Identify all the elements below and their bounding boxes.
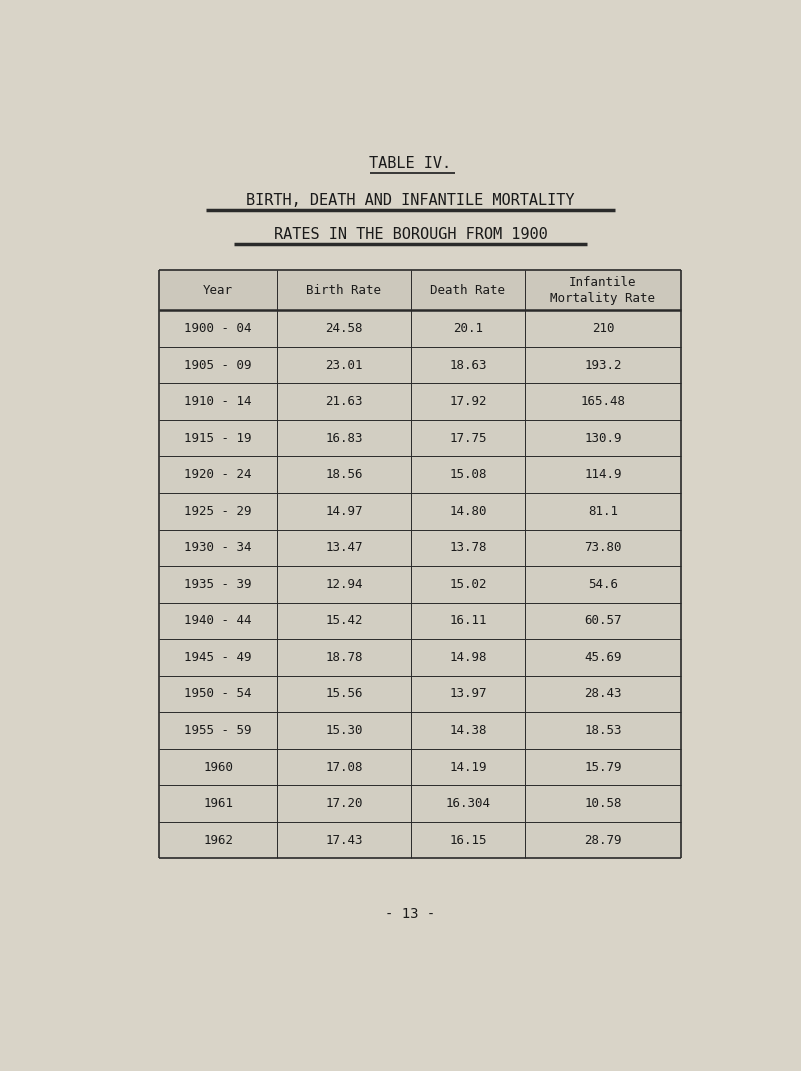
Text: BIRTH, DEATH AND INFANTILE MORTALITY: BIRTH, DEATH AND INFANTILE MORTALITY — [246, 193, 575, 208]
Text: 1940 - 44: 1940 - 44 — [184, 615, 252, 628]
Text: 23.01: 23.01 — [325, 359, 363, 372]
Text: 17.75: 17.75 — [449, 432, 487, 444]
Text: 1925 - 29: 1925 - 29 — [184, 504, 252, 517]
Text: TABLE IV.: TABLE IV. — [369, 155, 452, 170]
Text: 210: 210 — [592, 322, 614, 335]
Text: 1910 - 14: 1910 - 14 — [184, 395, 252, 408]
Text: 1935 - 39: 1935 - 39 — [184, 578, 252, 591]
Text: 16.304: 16.304 — [445, 797, 490, 810]
Text: 14.19: 14.19 — [449, 760, 487, 773]
Text: 1930 - 34: 1930 - 34 — [184, 541, 252, 555]
Text: 24.58: 24.58 — [325, 322, 363, 335]
Text: Death Rate: Death Rate — [430, 284, 505, 297]
Text: 81.1: 81.1 — [588, 504, 618, 517]
Text: 15.56: 15.56 — [325, 688, 363, 700]
Text: Infantile
Mortality Rate: Infantile Mortality Rate — [550, 276, 655, 305]
Text: 17.08: 17.08 — [325, 760, 363, 773]
Text: 16.83: 16.83 — [325, 432, 363, 444]
Text: Birth Rate: Birth Rate — [306, 284, 381, 297]
Text: RATES IN THE BOROUGH FROM 1900: RATES IN THE BOROUGH FROM 1900 — [274, 227, 547, 242]
Text: 45.69: 45.69 — [584, 651, 622, 664]
Text: 1945 - 49: 1945 - 49 — [184, 651, 252, 664]
Text: 14.98: 14.98 — [449, 651, 487, 664]
Text: 1962: 1962 — [203, 833, 233, 846]
Text: 13.97: 13.97 — [449, 688, 487, 700]
Bar — [159, 270, 681, 858]
Text: 165.48: 165.48 — [581, 395, 626, 408]
Text: 17.43: 17.43 — [325, 833, 363, 846]
Text: 54.6: 54.6 — [588, 578, 618, 591]
Text: 13.78: 13.78 — [449, 541, 487, 555]
Text: 21.63: 21.63 — [325, 395, 363, 408]
Text: 15.02: 15.02 — [449, 578, 487, 591]
Text: 20.1: 20.1 — [453, 322, 483, 335]
Text: 1915 - 19: 1915 - 19 — [184, 432, 252, 444]
Text: 15.42: 15.42 — [325, 615, 363, 628]
Text: 18.63: 18.63 — [449, 359, 487, 372]
Text: 28.79: 28.79 — [584, 833, 622, 846]
Text: 1900 - 04: 1900 - 04 — [184, 322, 252, 335]
Text: Year: Year — [203, 284, 233, 297]
Text: 17.20: 17.20 — [325, 797, 363, 810]
Text: 14.97: 14.97 — [325, 504, 363, 517]
Text: 193.2: 193.2 — [584, 359, 622, 372]
Text: 28.43: 28.43 — [584, 688, 622, 700]
Text: 114.9: 114.9 — [584, 468, 622, 481]
Text: 1955 - 59: 1955 - 59 — [184, 724, 252, 737]
Text: 10.58: 10.58 — [584, 797, 622, 810]
Text: 15.08: 15.08 — [449, 468, 487, 481]
Text: 18.56: 18.56 — [325, 468, 363, 481]
Text: 18.53: 18.53 — [584, 724, 622, 737]
Text: 1920 - 24: 1920 - 24 — [184, 468, 252, 481]
Text: 14.38: 14.38 — [449, 724, 487, 737]
Text: 60.57: 60.57 — [584, 615, 622, 628]
Text: 15.30: 15.30 — [325, 724, 363, 737]
Text: 1905 - 09: 1905 - 09 — [184, 359, 252, 372]
Text: 1960: 1960 — [203, 760, 233, 773]
Text: 130.9: 130.9 — [584, 432, 622, 444]
Text: 12.94: 12.94 — [325, 578, 363, 591]
Text: 1961: 1961 — [203, 797, 233, 810]
Text: 16.15: 16.15 — [449, 833, 487, 846]
Text: 17.92: 17.92 — [449, 395, 487, 408]
Text: - 13 -: - 13 - — [385, 907, 436, 921]
Text: 13.47: 13.47 — [325, 541, 363, 555]
Text: 14.80: 14.80 — [449, 504, 487, 517]
Bar — [159, 270, 681, 311]
Text: 1950 - 54: 1950 - 54 — [184, 688, 252, 700]
Text: 16.11: 16.11 — [449, 615, 487, 628]
Text: 18.78: 18.78 — [325, 651, 363, 664]
Text: 15.79: 15.79 — [584, 760, 622, 773]
Text: 73.80: 73.80 — [584, 541, 622, 555]
